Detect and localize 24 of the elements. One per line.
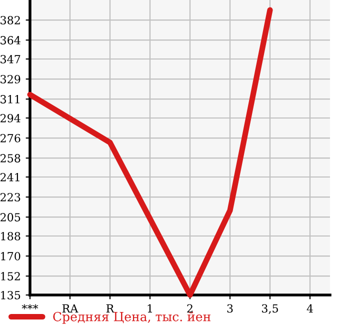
x-tick-label: 3,5: [262, 304, 278, 314]
x-tick-label: RA: [62, 304, 78, 312]
x-tick-label: 4: [306, 304, 313, 312]
y-tick-label: 135: [1, 290, 20, 300]
x-tick-label: 3: [227, 304, 233, 313]
y-tick-label: 223: [0, 193, 20, 202]
y-tick-label: 329: [0, 75, 20, 84]
y-tick-label: 241: [0, 172, 20, 182]
y-tick-label: 188: [1, 232, 20, 240]
y-tick-label: 311: [0, 95, 20, 104]
y-tick-label: 205: [0, 213, 20, 222]
legend-label: Средняя Цена, тыс. йен: [53, 312, 210, 324]
y-tick-label: 276: [0, 134, 20, 142]
x-tick-label: 2: [187, 304, 192, 312]
y-tick-label: 152: [1, 272, 20, 280]
y-tick-label: 347: [0, 54, 20, 64]
y-tick-label: 382: [0, 16, 20, 24]
y-tick-label: 364: [0, 36, 20, 44]
x-tick-label: 1: [148, 304, 152, 312]
x-tick-label: R: [106, 304, 114, 312]
y-tick-label: 294: [0, 114, 20, 122]
y-tick-label: 170: [1, 252, 20, 260]
y-tick-label: 258: [0, 154, 20, 162]
x-tick-label: ***: [22, 304, 38, 310]
